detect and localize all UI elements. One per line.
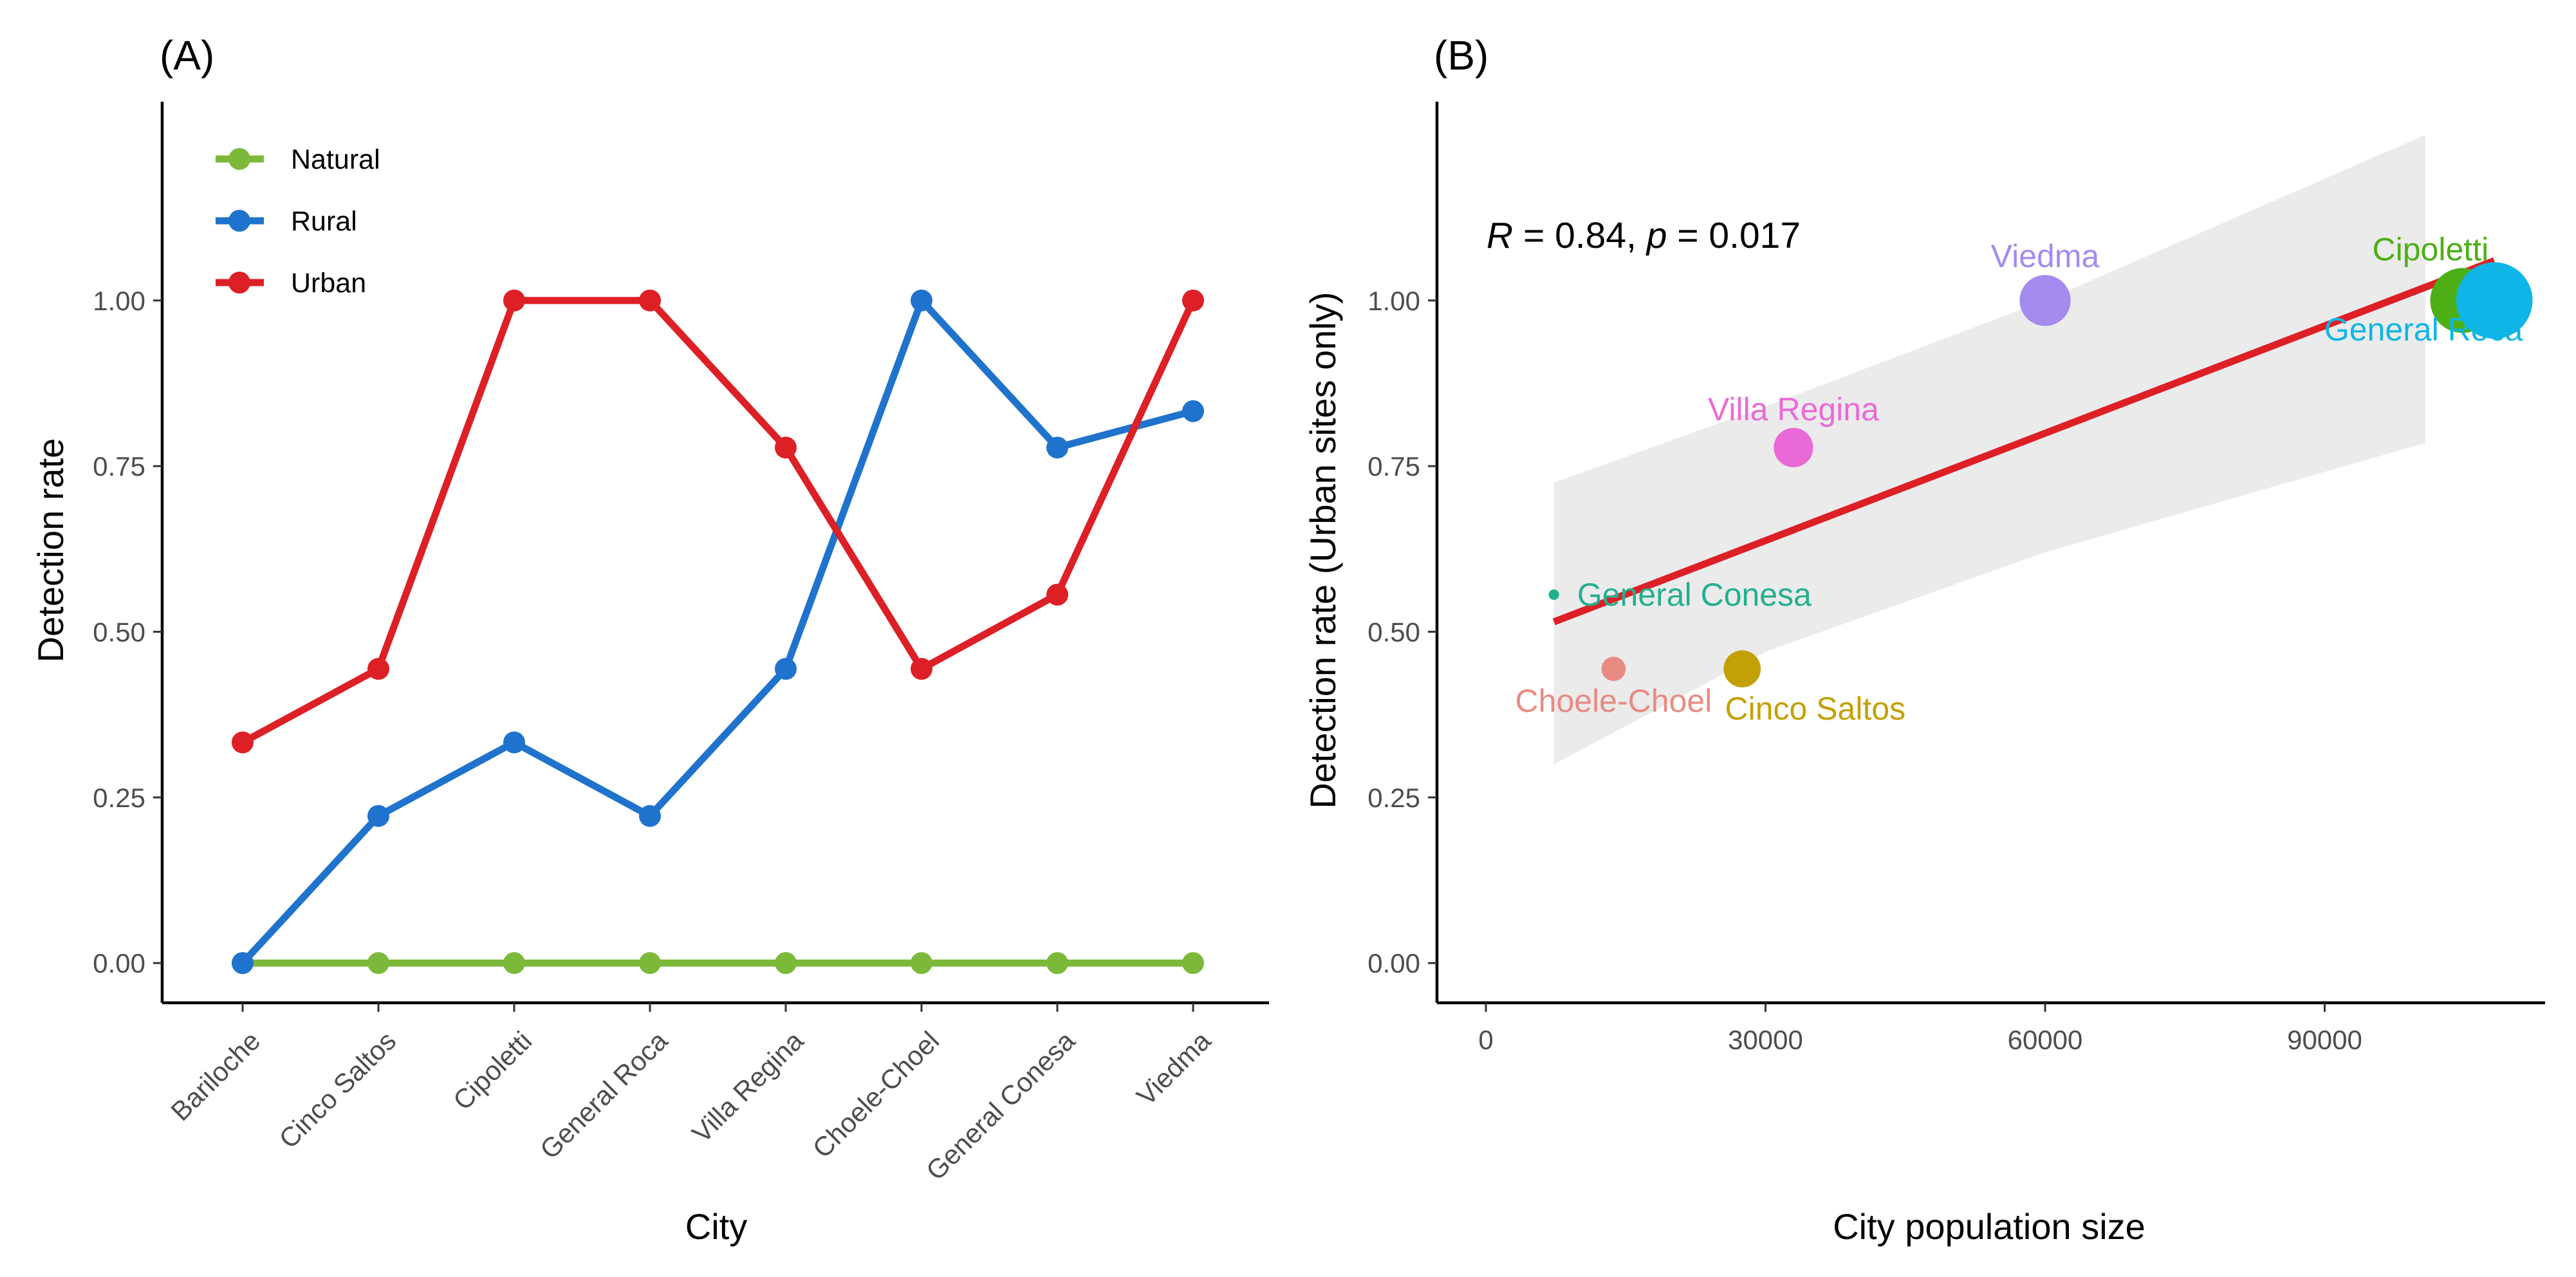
panel-a-series-points [232, 289, 1204, 974]
point-urban-general-roca [639, 289, 661, 312]
confidence-band [1553, 135, 2425, 765]
panel-b-y-tick-label: 0.75 [1367, 451, 1420, 481]
panel-a: (A) 0.00 0.25 0.50 0.75 1.00 Bariloche Cinco S… [30, 32, 1269, 1247]
point-rural-villa-regina [775, 658, 797, 680]
panel-a-y-axis-title: Detection rate [30, 438, 71, 663]
panel-a-legend: Natural Rural Urban [216, 144, 380, 299]
point-urban-villa-regina [775, 436, 797, 459]
point-rural-choele-choel [911, 289, 932, 312]
panel-b-x-tick-label: 60000 [2008, 1025, 2083, 1055]
panel-a-y-tick-label: 1.00 [93, 286, 145, 316]
panel-b-fit-line [1552, 257, 2496, 626]
point-urban-choele-choel [911, 658, 932, 680]
point-choele-choel [1601, 657, 1626, 682]
point-natural-viedma [1182, 952, 1204, 974]
point-rural-viedma [1182, 400, 1204, 422]
point-natural-general-conesa [1046, 952, 1068, 974]
legend-label-urban: Urban [291, 268, 366, 299]
panel-a-y-tick-label: 0.75 [93, 451, 145, 481]
panel-a-y-tick-label: 0.25 [93, 783, 145, 813]
point-natural-choele-choel [911, 952, 932, 974]
point-label-general-conesa: General Conesa [1577, 577, 1812, 613]
panel-a-x-tick-label: Cipoletti [447, 1025, 538, 1116]
point-rural-general-conesa [1046, 436, 1068, 459]
point-general-roca [2456, 262, 2533, 339]
point-label-cipoletti: Cipoletti [2373, 231, 2489, 267]
panel-b-axes: 0.00 0.25 0.50 0.75 1.00 0 30000 60000 90000 [1367, 102, 2545, 1055]
point-urban-cinco-saltos [367, 658, 389, 680]
panel-a-axes: 0.00 0.25 0.50 0.75 1.00 Bariloche Cinco Salto… [93, 102, 1269, 1186]
legend-label-rural: Rural [291, 206, 357, 237]
panel-a-series-lines [239, 297, 1197, 967]
point-rural-bariloche [232, 952, 254, 974]
point-natural-cinco-saltos [367, 952, 389, 974]
annot-p-label: p [1645, 215, 1667, 256]
regression-line [1552, 257, 2496, 626]
point-general-conesa [1548, 589, 1559, 600]
panel-a-x-tick-label: Choele-Choel [807, 1025, 945, 1164]
point-label-villa-regina: Villa Regina [1708, 391, 1879, 427]
panel-b-x-axis-title: City population size [1833, 1206, 2145, 1247]
point-urban-cipoletti [503, 289, 525, 312]
panel-b-points: Cipoletti General Roca Viedma Villa Regina G… [1515, 231, 2533, 727]
annot-p-value: = 0.017 [1667, 215, 1801, 256]
panel-b-x-tick-label: 30000 [1728, 1025, 1803, 1055]
panel-b-x-tick-label: 0 [1478, 1025, 1493, 1055]
point-cinco-saltos [1723, 650, 1761, 687]
point-villa-regina [1774, 427, 1813, 467]
panel-b-confidence-band [1553, 135, 2425, 765]
legend-swatch-point-urban [228, 272, 250, 294]
panel-a-x-axis-title: City [685, 1206, 747, 1247]
panel-b-tag: (B) [1434, 32, 1488, 79]
point-rural-general-roca [639, 805, 661, 827]
point-viedma [2019, 275, 2071, 326]
panel-b: (B) Cipoletti General Roca Viedma Villa Reg… [1302, 32, 2545, 1247]
point-label-cinco-saltos: Cinco Saltos [1725, 691, 1905, 727]
panel-b-x-tick-label: 90000 [2287, 1025, 2362, 1055]
point-urban-general-conesa [1046, 583, 1068, 606]
panel-b-y-tick-label: 1.00 [1367, 286, 1420, 316]
panel-a-x-tick-label: Cinco Saltos [273, 1025, 402, 1154]
point-rural-cipoletti [503, 731, 525, 754]
panel-a-tag: (A) [160, 32, 214, 79]
point-natural-cipoletti [503, 952, 525, 974]
point-natural-villa-regina [775, 952, 797, 974]
legend-label-natural: Natural [291, 144, 380, 175]
panel-b-correlation-annotation: R = 0.84, p = 0.017 [1487, 215, 1801, 256]
panel-a-x-tick-label: General Roca [534, 1025, 674, 1165]
series-line-urban [239, 297, 1197, 746]
point-natural-general-roca [639, 952, 661, 974]
panel-b-y-tick-label: 0.25 [1367, 783, 1420, 813]
panel-a-y-tick-label: 0.50 [93, 617, 145, 648]
annot-r-label: R [1487, 215, 1513, 256]
panel-a-x-tick-label: Villa Regina [686, 1025, 810, 1149]
point-urban-bariloche [232, 731, 254, 754]
panel-b-y-tick-label: 0.50 [1367, 617, 1420, 648]
series-line-rural [239, 297, 1197, 967]
legend-swatch-point-natural [228, 148, 250, 170]
panel-a-x-tick-label: Bariloche [165, 1025, 266, 1126]
panel-a-x-tick-label: Viedma [1131, 1025, 1217, 1112]
panel-a-x-tick-label: General Conesa [920, 1025, 1081, 1186]
annot-r-value: = 0.84, [1513, 215, 1647, 256]
point-label-viedma: Viedma [1991, 238, 2100, 274]
point-label-general-roca: General Roca [2324, 312, 2523, 348]
panel-b-y-tick-label: 0.00 [1367, 948, 1420, 978]
point-label-choele-choel: Choele-Choel [1515, 683, 1712, 719]
point-urban-viedma [1182, 289, 1204, 312]
legend-swatch-point-rural [228, 210, 250, 232]
point-rural-cinco-saltos [367, 805, 389, 827]
panel-a-y-tick-label: 0.00 [93, 948, 145, 978]
panel-b-y-axis-title: Detection rate (Urban sites only) [1302, 292, 1343, 808]
